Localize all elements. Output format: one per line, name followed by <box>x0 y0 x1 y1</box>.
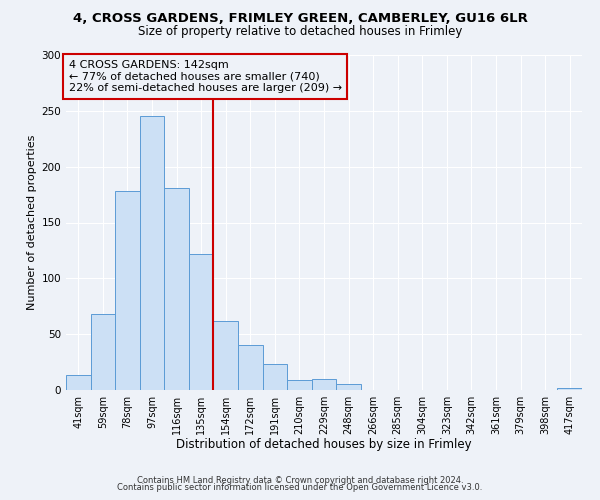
Bar <box>214 321 238 390</box>
Bar <box>189 254 214 390</box>
Bar <box>263 364 287 390</box>
Y-axis label: Number of detached properties: Number of detached properties <box>27 135 37 310</box>
Bar <box>287 380 312 390</box>
Bar <box>238 346 263 390</box>
Text: Size of property relative to detached houses in Frimley: Size of property relative to detached ho… <box>138 25 462 38</box>
Bar <box>115 191 140 390</box>
Text: Contains public sector information licensed under the Open Government Licence v3: Contains public sector information licen… <box>118 484 482 492</box>
Text: 4 CROSS GARDENS: 142sqm
← 77% of detached houses are smaller (740)
22% of semi-d: 4 CROSS GARDENS: 142sqm ← 77% of detache… <box>68 60 342 93</box>
Bar <box>140 116 164 390</box>
Bar <box>557 388 582 390</box>
Text: Contains HM Land Registry data © Crown copyright and database right 2024.: Contains HM Land Registry data © Crown c… <box>137 476 463 485</box>
Bar <box>164 188 189 390</box>
X-axis label: Distribution of detached houses by size in Frimley: Distribution of detached houses by size … <box>176 438 472 452</box>
Bar <box>312 379 336 390</box>
Bar <box>66 376 91 390</box>
Bar <box>336 384 361 390</box>
Bar <box>91 314 115 390</box>
Text: 4, CROSS GARDENS, FRIMLEY GREEN, CAMBERLEY, GU16 6LR: 4, CROSS GARDENS, FRIMLEY GREEN, CAMBERL… <box>73 12 527 26</box>
